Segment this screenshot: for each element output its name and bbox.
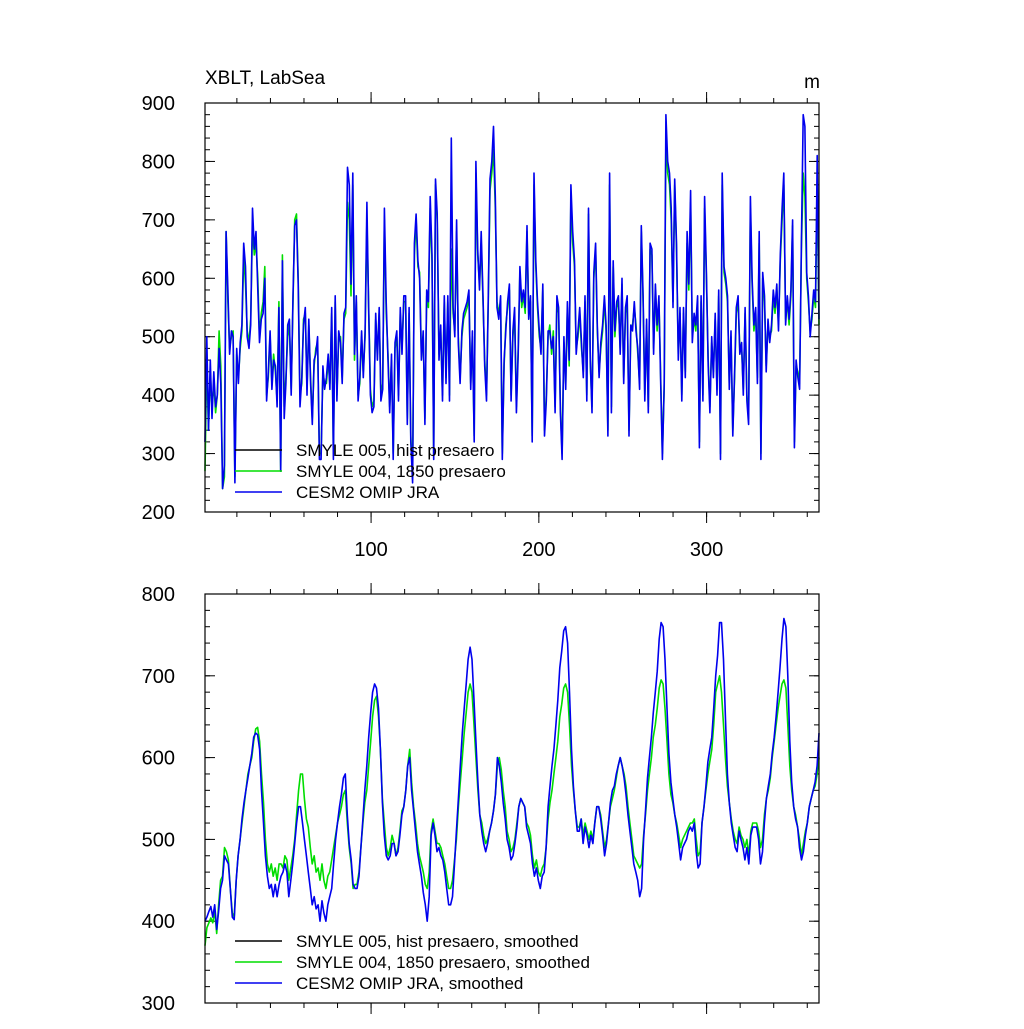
y-tick-label: 600	[142, 268, 175, 290]
top-panel: XBLT, LabSea m 200 300 400 500 600 700 800 900 1…	[142, 68, 820, 561]
y-tick-label: 400	[142, 911, 175, 933]
bottom-panel-frame	[204, 593, 820, 1004]
y-tick-label: 800	[142, 151, 175, 173]
legend-label-cesm2-smoothed: CESM2 OMIP JRA, smoothed	[296, 974, 523, 993]
legend-label-smyle005-smoothed: SMYLE 005, hist presaero, smoothed	[296, 932, 579, 951]
legend-label-smyle004-smoothed: SMYLE 004, 1850 presaero, smoothed	[296, 953, 590, 972]
y-tick-label: 500	[142, 829, 175, 851]
y-tick-label: 600	[142, 748, 175, 770]
top-panel-frame	[204, 102, 820, 513]
series-line-smyle-004-1850-presaero-smoothed	[204, 674, 820, 946]
top-panel-title: XBLT, LabSea	[205, 68, 326, 89]
y-tick-label: 200	[142, 502, 175, 524]
top-panel-units: m	[804, 72, 820, 93]
y-tick-label: 300	[142, 444, 175, 466]
legend-label-cesm2: CESM2 OMIP JRA	[296, 483, 440, 502]
x-tick-label: 100	[354, 539, 387, 561]
top-panel-ticks: 200 300 400 500 600 700 800 900 100 200 300	[142, 92, 819, 561]
y-tick-label: 700	[142, 666, 175, 688]
y-tick-label: 300	[142, 993, 175, 1015]
bottom-panel-legend: SMYLE 005, hist presaero, smoothed SMYLE…	[235, 932, 590, 993]
y-tick-label: 900	[142, 93, 175, 115]
top-panel-series	[204, 113, 820, 490]
series-line-cesm2-omip-jra-smoothed	[204, 617, 820, 931]
y-tick-label: 500	[142, 327, 175, 349]
y-tick-label: 800	[142, 584, 175, 606]
x-tick-label: 200	[522, 539, 555, 561]
y-tick-label: 700	[142, 210, 175, 232]
bottom-panel-series	[204, 617, 820, 946]
series-line-cesm2-omip-jra	[204, 113, 820, 490]
x-tick-label: 300	[690, 539, 723, 561]
bottom-panel: 300 400 500 600 700 800 SMYLE 005, hist presa…	[142, 583, 820, 1015]
y-tick-label: 400	[142, 385, 175, 407]
bottom-panel-ticks: 300 400 500 600 700 800	[142, 583, 819, 1015]
legend-label-smyle005: SMYLE 005, hist presaero	[296, 441, 494, 460]
legend-label-smyle004: SMYLE 004, 1850 presaero	[296, 462, 506, 481]
top-panel-legend: SMYLE 005, hist presaero SMYLE 004, 1850…	[235, 441, 506, 502]
